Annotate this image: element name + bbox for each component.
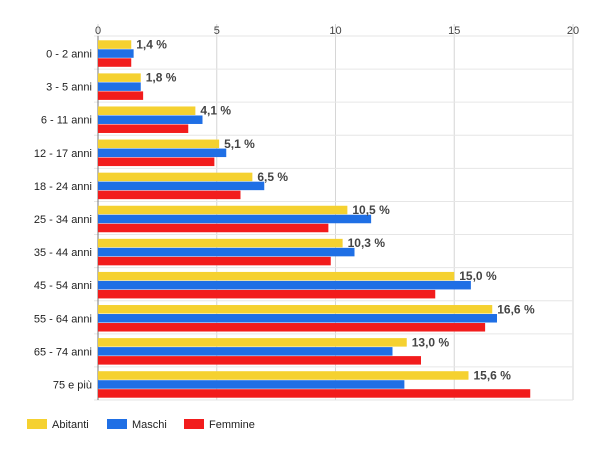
bar-maschi-1 <box>98 82 141 91</box>
y-axis-categories: 0 - 2 anni 3 - 5 anni 6 - 11 anni 12 - 17 a… <box>34 49 92 392</box>
category-label: 45 - 54 anni <box>34 280 92 292</box>
category-label: 65 - 74 anni <box>34 346 92 358</box>
x-tick-label: 5 <box>214 25 220 37</box>
data-label: 1,4 % <box>136 38 167 52</box>
legend-swatch-femmine <box>184 419 204 429</box>
bar-femmine-9 <box>98 356 421 365</box>
bar-abitanti-6 <box>98 238 343 248</box>
x-tick-label: 0 <box>95 25 101 37</box>
bar-abitanti-8 <box>98 305 493 314</box>
bar-femmine-2 <box>98 124 189 133</box>
x-axis-ticks: 0 5 10 15 20 <box>95 25 579 37</box>
bar-femmine-8 <box>98 323 486 332</box>
bar-femmine-5 <box>98 223 329 233</box>
category-label: 25 - 34 anni <box>34 214 92 226</box>
category-label: 18 - 24 anni <box>34 181 92 193</box>
bar-abitanti-0 <box>98 40 132 49</box>
data-label: 15,0 % <box>459 269 497 283</box>
data-label: 6,5 % <box>257 170 288 184</box>
data-label: 4,1 % <box>200 104 231 118</box>
bar-abitanti-7 <box>98 271 455 281</box>
bar-maschi-8 <box>98 314 497 323</box>
x-tick-label: 10 <box>329 25 341 37</box>
legend-label: Maschi <box>132 419 167 431</box>
data-label: 5,1 % <box>224 137 255 151</box>
bar-maschi-7 <box>98 280 471 290</box>
data-label: 13,0 % <box>412 335 450 349</box>
category-label: 3 - 5 anni <box>46 82 92 94</box>
data-label: 15,6 % <box>474 368 512 382</box>
bar-femmine-0 <box>98 58 132 67</box>
legend-label: Abitanti <box>52 419 89 431</box>
category-label: 0 - 2 anni <box>46 49 92 61</box>
bar-femmine-3 <box>98 157 215 167</box>
data-label: 1,8 % <box>146 71 177 85</box>
bar-abitanti-4 <box>98 172 253 182</box>
bar-abitanti-3 <box>98 139 220 149</box>
legend-swatch-maschi <box>107 419 127 429</box>
x-tick-label: 20 <box>567 25 579 37</box>
legend-swatch-abitanti <box>27 419 47 429</box>
legend: Abitanti Maschi Femmine <box>27 419 255 431</box>
bar-femmine-6 <box>98 256 331 266</box>
bar-femmine-7 <box>98 289 436 299</box>
bar-abitanti-9 <box>98 338 407 347</box>
category-label: 6 - 11 anni <box>41 115 92 127</box>
bar-maschi-6 <box>98 247 355 257</box>
bar-maschi-4 <box>98 181 265 191</box>
bar-abitanti-2 <box>98 106 196 115</box>
bar-femmine-4 <box>98 190 241 200</box>
bars <box>98 40 531 398</box>
data-labels: 1,4 % 1,8 % 4,1 % 5,1 % 6,5 % 10,5 % 10,3 % 15,… <box>136 38 535 383</box>
bar-abitanti-5 <box>98 205 348 215</box>
category-label: 12 - 17 anni <box>34 148 92 160</box>
data-label: 16,6 % <box>497 302 535 316</box>
data-label: 10,3 % <box>348 236 386 250</box>
bar-femmine-10 <box>98 389 531 398</box>
bar-maschi-5 <box>98 214 372 224</box>
category-label: 35 - 44 anni <box>34 247 92 259</box>
bar-maschi-9 <box>98 347 393 356</box>
bar-femmine-1 <box>98 91 144 100</box>
bar-maschi-0 <box>98 49 134 58</box>
bar-maschi-10 <box>98 380 405 389</box>
bar-abitanti-1 <box>98 73 141 82</box>
bar-maschi-3 <box>98 148 227 158</box>
category-label: 55 - 64 anni <box>34 313 92 325</box>
category-label: 75 e più <box>53 379 92 391</box>
bar-abitanti-10 <box>98 371 469 380</box>
x-tick-label: 15 <box>448 25 460 37</box>
legend-label: Femmine <box>209 419 255 431</box>
bar-maschi-2 <box>98 115 203 124</box>
data-label: 10,5 % <box>352 203 390 217</box>
